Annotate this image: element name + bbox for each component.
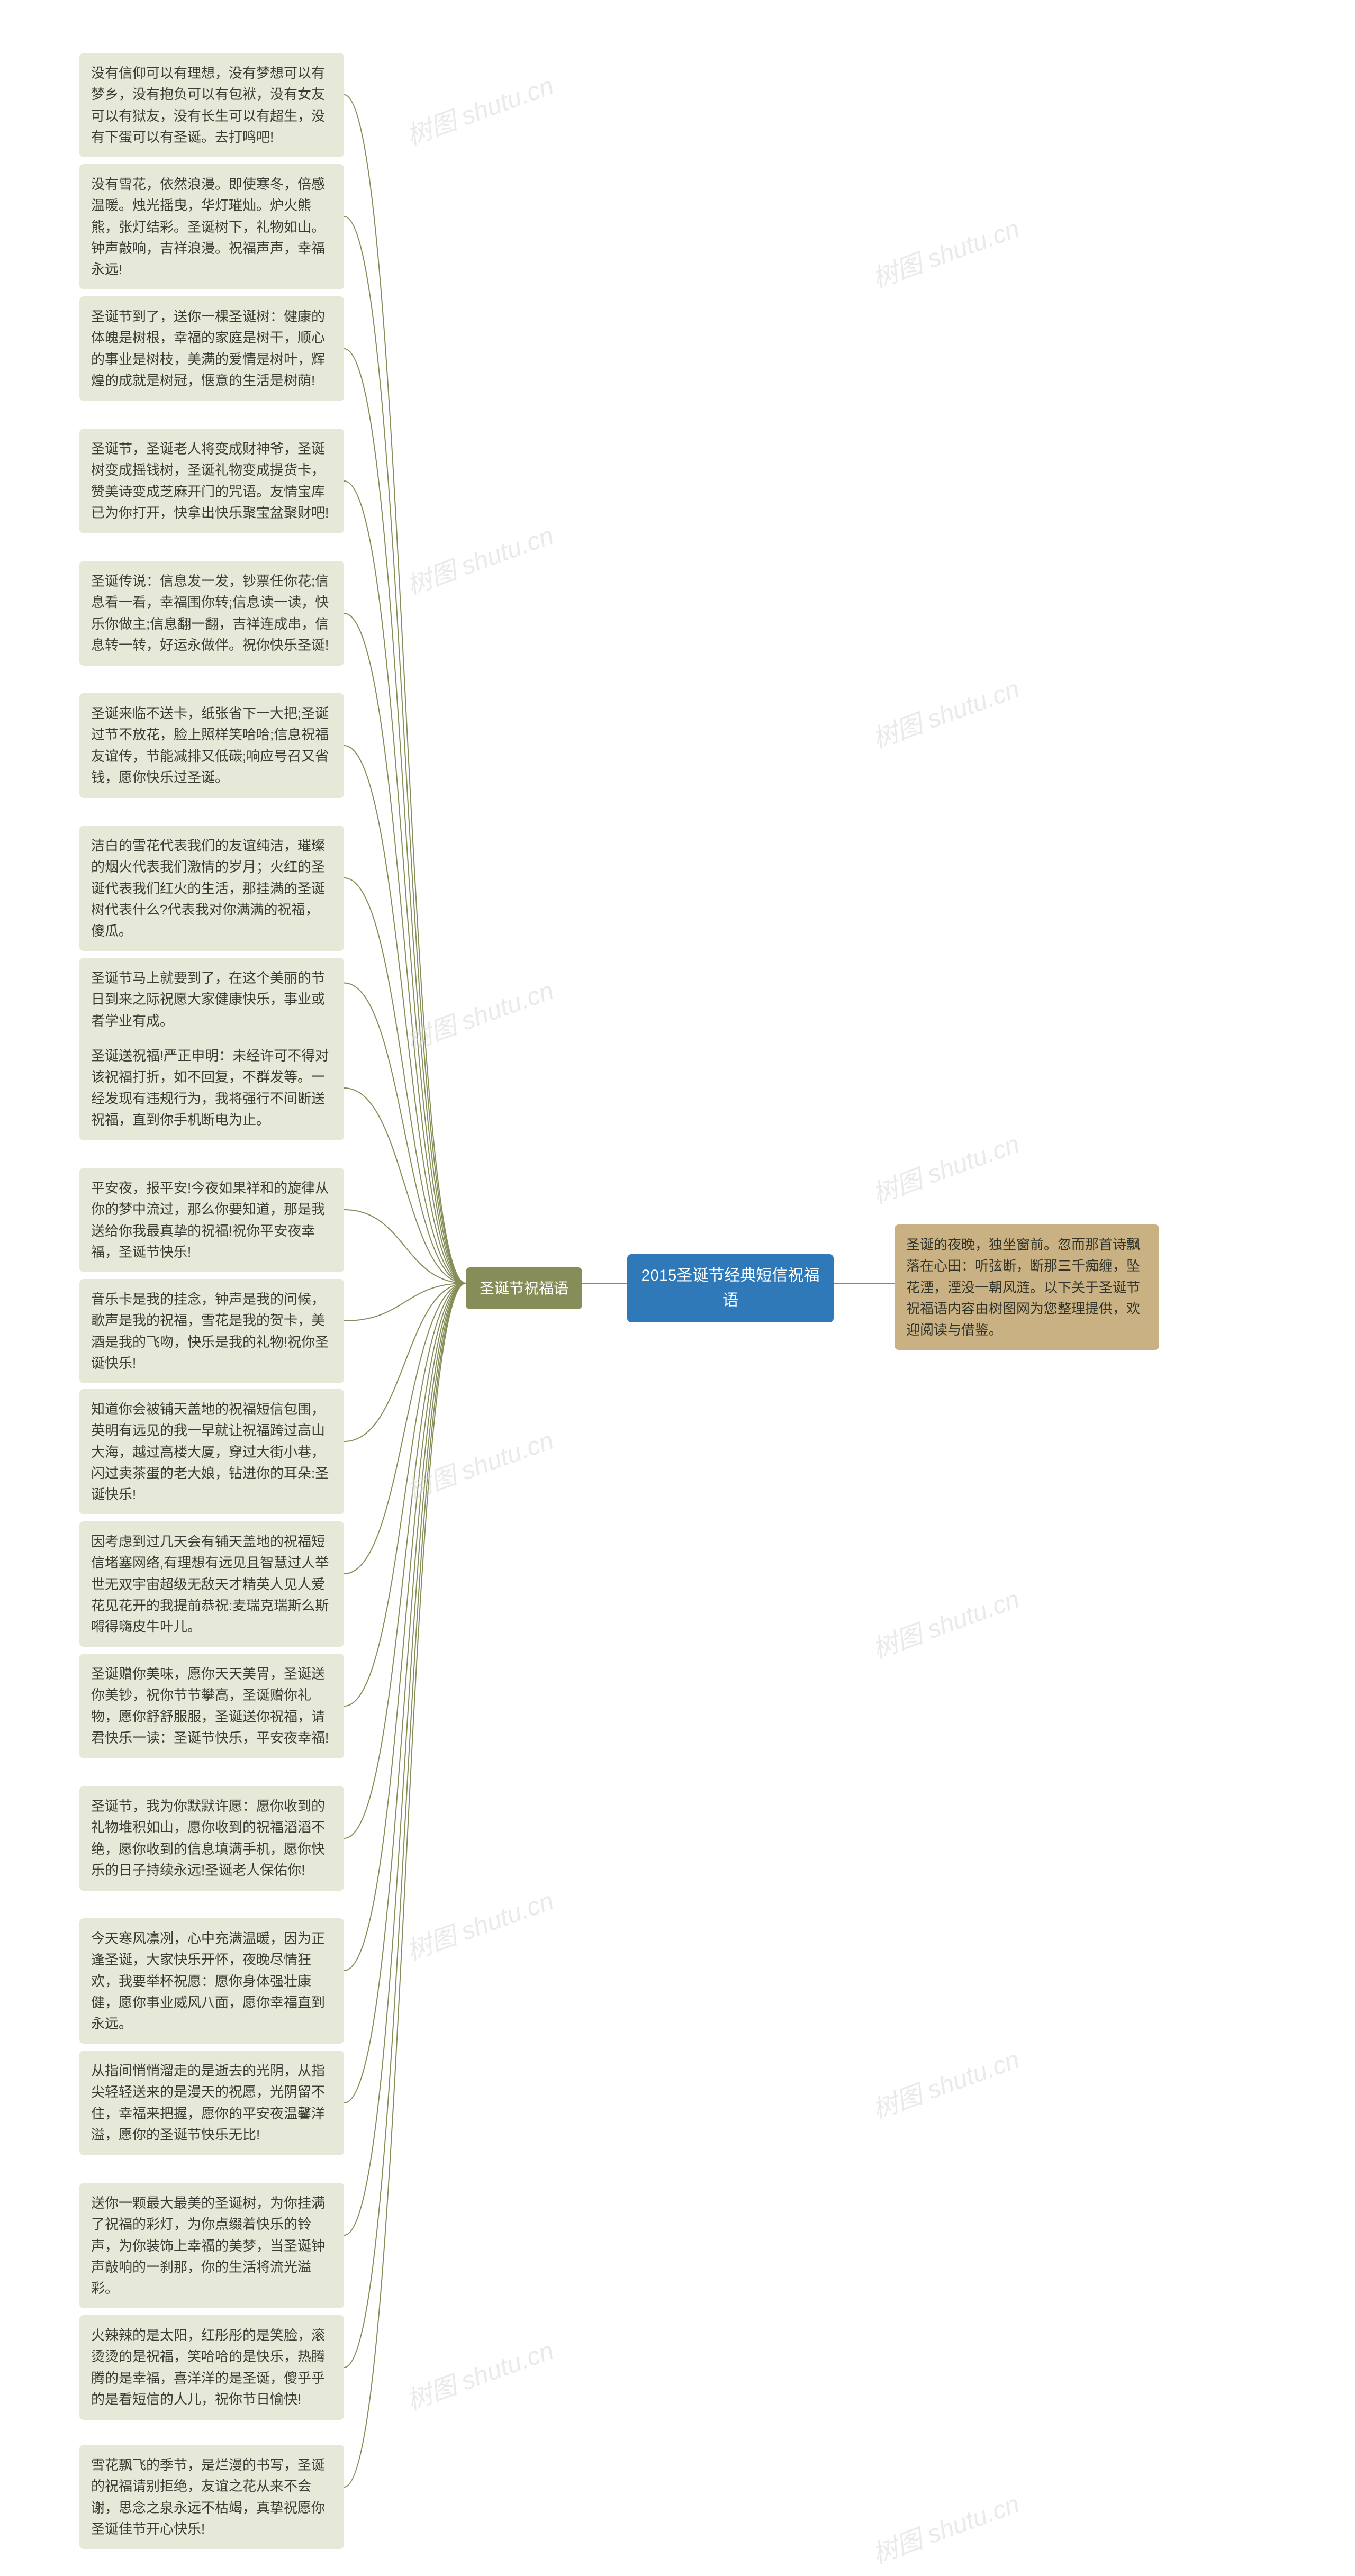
intro-node-text: 圣诞的夜晚，独坐窗前。忽而那首诗飘落在心田：听弦断，断那三千痴缠，坠花湮，湮没一… [906,1237,1140,1338]
watermark-4: 树图 shutu.cn [401,969,558,1057]
category-node-text: 圣诞节祝福语 [480,1277,568,1300]
leaf-node-3-text: 圣诞节，圣诞老人将变成财神爷，圣诞树变成摇钱树，圣诞礼物变成提货卡，赞美诗变成芝… [91,441,329,521]
leaf-node-3: 圣诞节，圣诞老人将变成财神爷，圣诞树变成摇钱树，圣诞礼物变成提货卡，赞美诗变成芝… [79,429,344,533]
leaf-node-8: 圣诞送祝福!严正申明：未经许可不得对该祝福打折，如不回复，不群发等。一经发现有违… [79,1036,344,1140]
leaf-node-10: 音乐卡是我的挂念，钟声是我的问候，歌声是我的祝福，雪花是我的贺卡，美酒是我的飞吻… [79,1279,344,1383]
watermark-2: 树图 shutu.cn [401,514,558,602]
watermark-1: 树图 shutu.cn [866,207,1024,295]
leaf-node-2: 圣诞节到了，送你一棵圣诞树：健康的体魄是树根，幸福的家庭是树干，顺心的事业是树枝… [79,296,344,401]
leaf-node-18: 火辣辣的是太阳，红彤彤的是笑脸，滚烫烫的是祝福，笑哈哈的是快乐，热腾腾的是幸福，… [79,2315,344,2420]
watermark-9: 树图 shutu.cn [866,2038,1024,2126]
leaf-node-9-text: 平安夜，报平安!今夜如果祥和的旋律从你的梦中流过，那么你要知道，那是我送给你我最… [91,1180,329,1260]
root-node-text: 2015圣诞节经典短信祝福语 [639,1264,822,1313]
leaf-node-10-text: 音乐卡是我的挂念，钟声是我的问候，歌声是我的祝福，雪花是我的贺卡，美酒是我的飞吻… [91,1291,329,1371]
leaf-node-4-text: 圣诞传说：信息发一发，钞票任你花;信息看一看，幸福围你转;信息读一读，快乐你做主… [91,573,329,653]
leaf-node-14-text: 圣诞节，我为你默默许愿：愿你收到的礼物堆积如山，愿你收到的祝福滔滔不绝，愿你收到… [91,1798,325,1878]
leaf-node-14: 圣诞节，我为你默默许愿：愿你收到的礼物堆积如山，愿你收到的祝福滔滔不绝，愿你收到… [79,1786,344,1891]
watermark-3: 树图 shutu.cn [866,668,1024,755]
leaf-node-0: 没有信仰可以有理想，没有梦想可以有梦乡，没有抱负可以有包袱，没有女友可以有狱友，… [79,53,344,157]
leaf-node-5: 圣诞来临不送卡，纸张省下一大把;圣诞过节不放花，脸上照样笑哈哈;信息祝福友谊传，… [79,693,344,798]
leaf-node-13: 圣诞赠你美味，愿你天天美胃，圣诞送你美钞，祝你节节攀高，圣诞赠你礼物，愿你舒舒服… [79,1654,344,1758]
root-node: 2015圣诞节经典短信祝福语 [627,1254,834,1322]
leaf-node-17: 送你一颗最大最美的圣诞树，为你挂满了祝福的彩灯，为你点缀着快乐的铃声，为你装饰上… [79,2183,344,2308]
leaf-node-18-text: 火辣辣的是太阳，红彤彤的是笑脸，滚烫烫的是祝福，笑哈哈的是快乐，热腾腾的是幸福，… [91,2327,325,2407]
leaf-node-1-text: 没有雪花，依然浪漫。即使寒冬，倍感温暖。烛光摇曳，华灯璀灿。炉火熊熊，张灯结彩。… [91,176,325,277]
category-node: 圣诞节祝福语 [466,1267,582,1309]
watermark-8: 树图 shutu.cn [401,1880,558,1967]
leaf-node-13-text: 圣诞赠你美味，愿你天天美胃，圣诞送你美钞，祝你节节攀高，圣诞赠你礼物，愿你舒舒服… [91,1666,329,1746]
leaf-node-6-text: 洁白的雪花代表我们的友谊纯洁，璀璨的烟火代表我们激情的岁月；火红的圣诞代表我们红… [91,838,325,939]
leaf-node-11-text: 知道你会被铺天盖地的祝福短信包围，英明有远见的我一早就让祝福跨过高山大海，越过高… [91,1401,329,1502]
leaf-node-2-text: 圣诞节到了，送你一棵圣诞树：健康的体魄是树根，幸福的家庭是树干，顺心的事业是树枝… [91,309,325,388]
leaf-node-19-text: 雪花飘飞的季节，是烂漫的书写，圣诞的祝福请别拒绝，友谊之花从来不会谢，思念之泉永… [91,2457,325,2537]
leaf-node-15: 今天寒风凛冽，心中充满温暖，因为正逢圣诞，大家快乐开怀，夜晚尽情狂欢，我要举杯祝… [79,1918,344,2044]
leaf-node-15-text: 今天寒风凛冽，心中充满温暖，因为正逢圣诞，大家快乐开怀，夜晚尽情狂欢，我要举杯祝… [91,1930,325,2031]
leaf-node-7-text: 圣诞节马上就要到了，在这个美丽的节日到来之际祝愿大家健康快乐，事业或者学业有成。 [91,970,325,1029]
leaf-node-4: 圣诞传说：信息发一发，钞票任你花;信息看一看，幸福围你转;信息读一读，快乐你做主… [79,561,344,666]
watermark-5: 树图 shutu.cn [866,1123,1024,1210]
leaf-node-5-text: 圣诞来临不送卡，纸张省下一大把;圣诞过节不放花，脸上照样笑哈哈;信息祝福友谊传，… [91,705,329,785]
watermark-0: 树图 shutu.cn [401,65,558,152]
leaf-node-12-text: 因考虑到过几天会有铺天盖地的祝福短信堵塞网络,有理想有远见且智慧过人举世无双宇宙… [91,1534,329,1635]
watermark-10: 树图 shutu.cn [401,2329,558,2417]
leaf-node-1: 没有雪花，依然浪漫。即使寒冬，倍感温暖。烛光摇曳，华灯璀灿。炉火熊熊，张灯结彩。… [79,164,344,289]
mindmap-canvas: 2015圣诞节经典短信祝福语 圣诞的夜晚，独坐窗前。忽而那首诗飘落在心田：听弦断，… [0,0,1355,2576]
leaf-node-7: 圣诞节马上就要到了，在这个美丽的节日到来之际祝愿大家健康快乐，事业或者学业有成。 [79,958,344,1041]
intro-node: 圣诞的夜晚，独坐窗前。忽而那首诗飘落在心田：听弦断，断那三千痴缠，坠花湮，湮没一… [895,1224,1159,1350]
watermark-6: 树图 shutu.cn [401,1419,558,1507]
leaf-node-8-text: 圣诞送祝福!严正申明：未经许可不得对该祝福打折，如不回复，不群发等。一经发现有违… [91,1048,329,1128]
watermark-11: 树图 shutu.cn [866,2483,1024,2570]
leaf-node-11: 知道你会被铺天盖地的祝福短信包围，英明有远见的我一早就让祝福跨过高山大海，越过高… [79,1389,344,1514]
leaf-node-19: 雪花飘飞的季节，是烂漫的书写，圣诞的祝福请别拒绝，友谊之花从来不会谢，思念之泉永… [79,2445,344,2549]
leaf-node-16-text: 从指间悄悄溜走的是逝去的光阴，从指尖轻轻送来的是漫天的祝愿，光阴留不住，幸福来把… [91,2063,325,2143]
watermark-7: 树图 shutu.cn [866,1578,1024,1665]
leaf-node-6: 洁白的雪花代表我们的友谊纯洁，璀璨的烟火代表我们激情的岁月；火红的圣诞代表我们红… [79,826,344,951]
leaf-node-9: 平安夜，报平安!今夜如果祥和的旋律从你的梦中流过，那么你要知道，那是我送给你我最… [79,1168,344,1272]
leaf-node-12: 因考虑到过几天会有铺天盖地的祝福短信堵塞网络,有理想有远见且智慧过人举世无双宇宙… [79,1521,344,1647]
leaf-node-17-text: 送你一颗最大最美的圣诞树，为你挂满了祝福的彩灯，为你点缀着快乐的铃声，为你装饰上… [91,2195,325,2296]
leaf-node-16: 从指间悄悄溜走的是逝去的光阴，从指尖轻轻送来的是漫天的祝愿，光阴留不住，幸福来把… [79,2051,344,2155]
leaf-node-0-text: 没有信仰可以有理想，没有梦想可以有梦乡，没有抱负可以有包袱，没有女友可以有狱友，… [91,65,325,145]
